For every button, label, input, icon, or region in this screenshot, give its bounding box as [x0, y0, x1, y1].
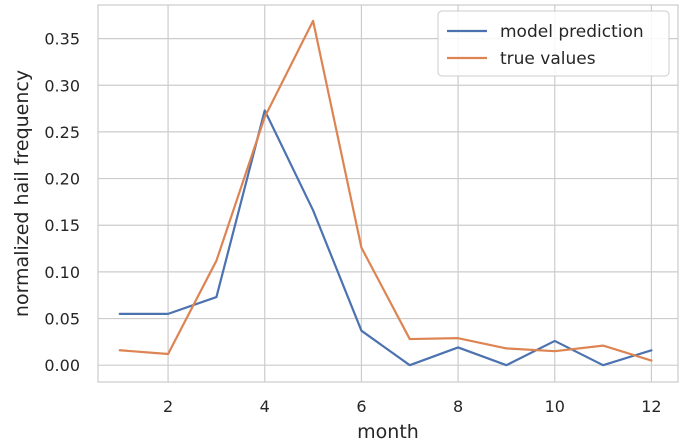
- legend-label-model-prediction: model prediction: [500, 22, 644, 42]
- y-tick-label: 0.30: [44, 76, 80, 95]
- series-lines: [118, 19, 653, 367]
- x-tick-label: 2: [163, 397, 173, 416]
- x-tick-labels: 2 4 6 8 10 12: [163, 397, 662, 416]
- x-axis-label: month: [357, 421, 419, 443]
- x-tick-label: 10: [545, 397, 565, 416]
- y-tick-label: 0.35: [44, 30, 80, 49]
- plot-border: [97, 4, 679, 383]
- y-tick-label: 0.05: [44, 310, 80, 329]
- x-tick-label: 12: [641, 397, 661, 416]
- series-line-model-prediction: [118, 109, 653, 367]
- y-tick-label: 0.10: [44, 263, 80, 282]
- grid: [98, 5, 678, 382]
- legend-box: [437, 10, 670, 77]
- y-tick-label: 0.00: [44, 356, 80, 375]
- y-tick-label: 0.25: [44, 123, 80, 142]
- x-tick-label: 6: [356, 397, 366, 416]
- x-tick-label: 8: [453, 397, 463, 416]
- y-tick-label: 0.20: [44, 170, 80, 189]
- legend: model prediction true values: [437, 10, 670, 77]
- y-axis-label: normalized hail frequency: [11, 70, 33, 317]
- legend-label-true-values: true values: [500, 49, 596, 69]
- y-tick-label: 0.15: [44, 216, 80, 235]
- plot-frame: [97, 4, 679, 383]
- y-tick-labels: 0.00 0.05 0.10 0.15 0.20 0.25 0.30 0.35: [44, 30, 80, 376]
- series-line-true-values: [118, 19, 653, 362]
- x-tick-label: 4: [260, 397, 270, 416]
